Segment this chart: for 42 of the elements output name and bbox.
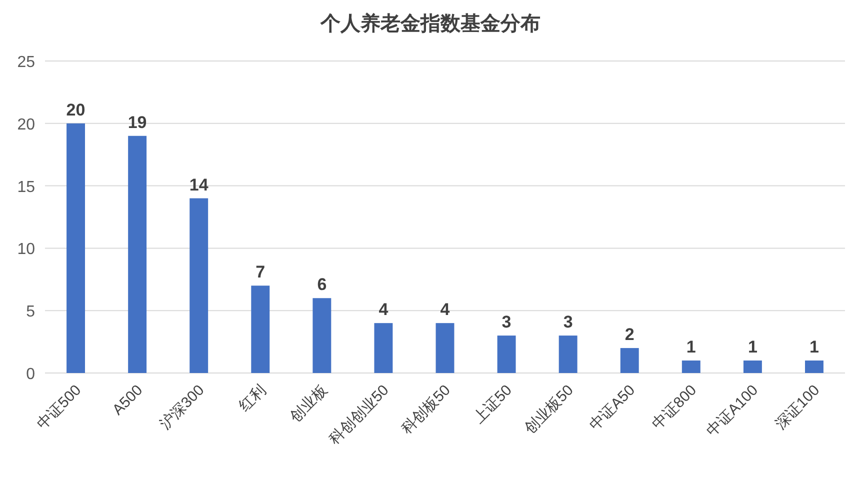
data-label: 4 [440, 300, 450, 320]
data-label: 19 [128, 112, 147, 132]
bar [558, 336, 578, 373]
data-label: 1 [809, 338, 819, 357]
chart-title: 个人养老金指数基金分布 [320, 11, 540, 35]
x-tick-label: 科创板50 [398, 382, 454, 438]
bar [128, 136, 147, 373]
data-label: 4 [378, 300, 389, 320]
y-tick-label: 25 [17, 54, 36, 71]
x-tick-label: 中证500 [34, 382, 85, 433]
bar [66, 123, 85, 373]
data-label: 2 [624, 325, 634, 344]
bar [436, 323, 454, 373]
x-tick-label: 上证50 [470, 382, 516, 427]
y-tick-label: 10 [17, 241, 36, 258]
y-tick-label: 15 [17, 178, 36, 196]
data-label: 1 [748, 338, 758, 357]
data-label: 1 [686, 338, 696, 357]
bar [374, 323, 393, 373]
x-tick-label: 红利 [236, 382, 270, 416]
x-tick-label: 中证A50 [586, 382, 638, 434]
bar [743, 360, 762, 373]
bar [497, 336, 516, 373]
bar [190, 198, 208, 373]
y-tick-label: 0 [26, 366, 36, 383]
x-tick-label: 深证100 [772, 382, 824, 433]
bar [251, 286, 270, 373]
y-tick-label: 20 [17, 116, 36, 134]
bar [682, 360, 700, 373]
x-tick-label: 中证800 [649, 382, 700, 433]
data-label: 14 [189, 175, 209, 194]
bar [620, 348, 639, 373]
y-tick-label: 5 [26, 304, 36, 321]
data-label: 3 [563, 312, 573, 332]
bar [805, 360, 824, 373]
data-label: 6 [317, 275, 327, 294]
data-label: 7 [256, 262, 266, 282]
data-label: 20 [66, 100, 86, 120]
x-tick-label: 沪深300 [156, 382, 208, 433]
data-label: 3 [502, 312, 512, 332]
bar [312, 298, 332, 373]
x-tick-label: 创业板50 [521, 382, 577, 438]
